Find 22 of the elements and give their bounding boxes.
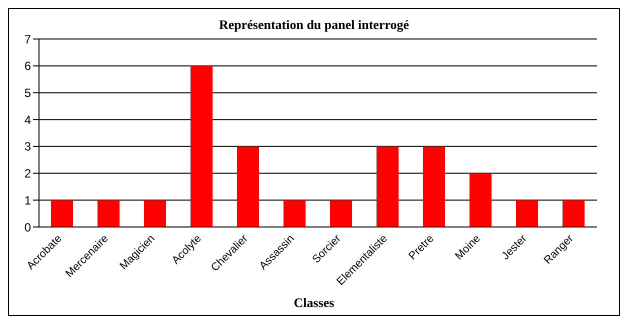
y-tick-label: 0 bbox=[24, 220, 32, 234]
y-tick-label: 1 bbox=[24, 193, 32, 208]
y-tick-label: 4 bbox=[24, 112, 32, 127]
bar bbox=[144, 200, 166, 227]
bar bbox=[190, 66, 212, 227]
bar bbox=[516, 200, 538, 227]
bar bbox=[284, 200, 306, 227]
bar bbox=[423, 146, 445, 227]
y-tick-label: 7 bbox=[24, 32, 32, 46]
chart-title: Représentation du panel interrogé bbox=[218, 17, 410, 33]
bar bbox=[330, 200, 352, 227]
y-tick-label: 2 bbox=[24, 166, 32, 181]
bar bbox=[562, 200, 584, 227]
y-tick-label: 6 bbox=[24, 59, 32, 74]
bar bbox=[237, 146, 259, 227]
y-tick-label: 5 bbox=[24, 86, 32, 100]
bar bbox=[51, 200, 73, 227]
bar bbox=[376, 146, 398, 227]
y-tick-label: 3 bbox=[24, 140, 32, 154]
bar bbox=[98, 200, 120, 227]
bar bbox=[470, 173, 492, 227]
x-axis-title: Classes bbox=[292, 295, 336, 311]
